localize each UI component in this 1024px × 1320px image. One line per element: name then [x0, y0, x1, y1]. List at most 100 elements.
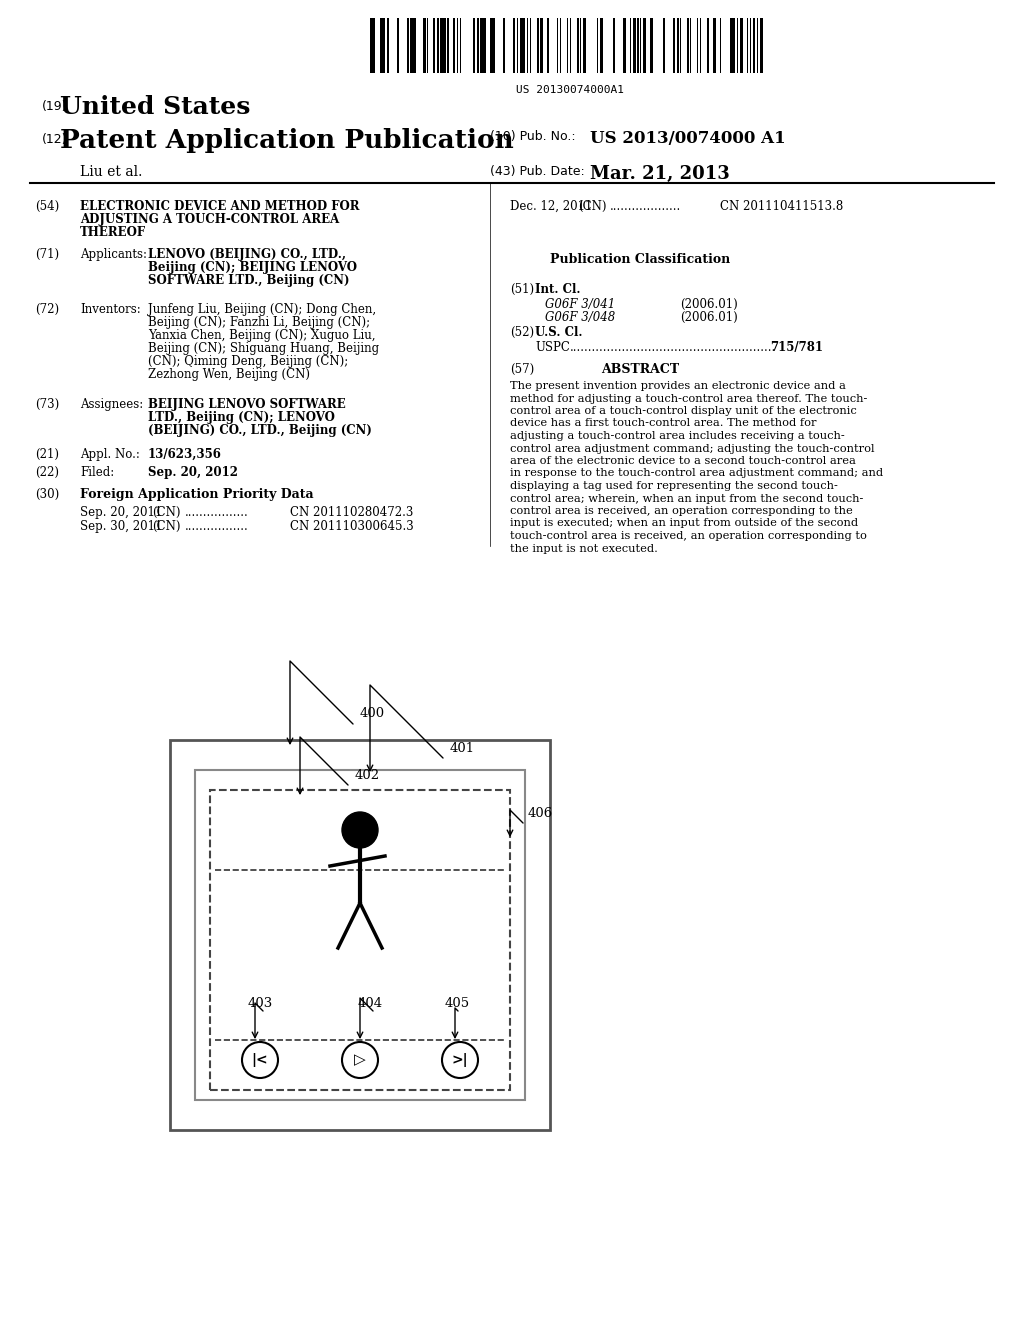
Text: (CN): (CN) — [578, 201, 606, 213]
Text: .......................................................: ........................................… — [570, 341, 776, 354]
Text: BEIJING LENOVO SOFTWARE: BEIJING LENOVO SOFTWARE — [148, 399, 346, 411]
Bar — [547, 18, 549, 73]
Text: (72): (72) — [35, 304, 59, 315]
Bar — [520, 18, 522, 73]
Bar — [195, 770, 525, 1100]
Text: input is executed; when an input from outside of the second: input is executed; when an input from ou… — [510, 519, 858, 528]
Bar — [637, 18, 639, 73]
Bar — [446, 18, 450, 73]
Bar — [696, 18, 698, 73]
Bar — [640, 18, 641, 73]
Text: (57): (57) — [510, 363, 535, 376]
Text: ▷: ▷ — [354, 1052, 366, 1068]
Bar — [757, 18, 758, 73]
Text: (73): (73) — [35, 399, 59, 411]
Text: (21): (21) — [35, 447, 59, 461]
Circle shape — [442, 1041, 478, 1078]
Text: US 20130074000A1: US 20130074000A1 — [516, 84, 624, 95]
Bar — [754, 18, 755, 73]
Text: method for adjusting a touch-control area thereof. The touch-: method for adjusting a touch-control are… — [510, 393, 867, 404]
Text: Liu et al.: Liu et al. — [80, 165, 142, 180]
Bar — [560, 18, 561, 73]
Text: (71): (71) — [35, 248, 59, 261]
Bar — [210, 789, 510, 1090]
Bar — [600, 18, 603, 73]
Text: Beijing (CN); Shiguang Huang, Beijing: Beijing (CN); Shiguang Huang, Beijing — [148, 342, 379, 355]
Bar — [457, 18, 458, 73]
Text: 402: 402 — [355, 770, 380, 781]
Bar — [700, 18, 701, 73]
Bar — [494, 18, 495, 73]
Bar — [476, 18, 479, 73]
Text: the input is not executed.: the input is not executed. — [510, 544, 657, 553]
Text: 406: 406 — [528, 807, 553, 820]
Bar — [454, 18, 455, 73]
Bar — [680, 18, 681, 73]
Bar — [760, 18, 763, 73]
Text: G06F 3/041: G06F 3/041 — [545, 298, 615, 312]
Text: US 2013/0074000 A1: US 2013/0074000 A1 — [590, 129, 785, 147]
Bar — [427, 18, 428, 73]
Text: Beijing (CN); BEIJING LENOVO: Beijing (CN); BEIJING LENOVO — [148, 261, 357, 275]
Bar — [557, 18, 558, 73]
Text: .................: ................. — [185, 520, 249, 533]
Bar — [690, 18, 691, 73]
Text: (CN): (CN) — [152, 506, 180, 519]
Text: Inventors:: Inventors: — [80, 304, 140, 315]
Circle shape — [342, 812, 378, 847]
Text: LTD., Beijing (CN); LENOVO: LTD., Beijing (CN); LENOVO — [148, 411, 335, 424]
Bar — [687, 18, 689, 73]
Bar — [580, 18, 582, 73]
Text: THEREOF: THEREOF — [80, 226, 146, 239]
Text: control area of a touch-control display unit of the electronic: control area of a touch-control display … — [510, 407, 857, 416]
Text: Assignees:: Assignees: — [80, 399, 143, 411]
Bar — [624, 18, 626, 73]
Circle shape — [242, 1041, 278, 1078]
Text: >|: >| — [452, 1053, 468, 1067]
Text: touch-control area is received, an operation corresponding to: touch-control area is received, an opera… — [510, 531, 867, 541]
Text: LENOVO (BEIJING) CO., LTD.,: LENOVO (BEIJING) CO., LTD., — [148, 248, 346, 261]
Bar — [630, 18, 632, 73]
Bar — [483, 18, 486, 73]
Bar — [584, 18, 586, 73]
Text: (10) Pub. No.:: (10) Pub. No.: — [490, 129, 575, 143]
Text: (22): (22) — [35, 466, 59, 479]
Text: SOFTWARE LTD., Beijing (CN): SOFTWARE LTD., Beijing (CN) — [148, 275, 349, 286]
Bar — [577, 18, 580, 73]
Text: (51): (51) — [510, 282, 535, 296]
Bar — [530, 18, 531, 73]
Bar — [473, 18, 475, 73]
Bar — [540, 18, 543, 73]
Bar — [440, 18, 442, 73]
Bar — [396, 18, 399, 73]
Text: 13/623,356: 13/623,356 — [148, 447, 222, 461]
Text: .................: ................. — [185, 506, 249, 519]
Bar — [650, 18, 652, 73]
Bar — [523, 18, 524, 73]
Bar — [436, 18, 439, 73]
Bar — [504, 18, 505, 73]
Text: CN 201110300645.3: CN 201110300645.3 — [290, 520, 414, 533]
Text: displaying a tag used for representing the second touch-: displaying a tag used for representing t… — [510, 480, 838, 491]
Text: Yanxia Chen, Beijing (CN); Xuguo Liu,: Yanxia Chen, Beijing (CN); Xuguo Liu, — [148, 329, 376, 342]
Text: Publication Classification: Publication Classification — [550, 253, 730, 267]
Bar — [733, 18, 734, 73]
Text: 715/781: 715/781 — [770, 341, 823, 354]
Text: Appl. No.:: Appl. No.: — [80, 447, 140, 461]
Text: Sep. 20, 2012: Sep. 20, 2012 — [148, 466, 238, 479]
Text: The present invention provides an electronic device and a: The present invention provides an electr… — [510, 381, 846, 391]
Bar — [674, 18, 675, 73]
Text: Junfeng Liu, Beijing (CN); Dong Chen,: Junfeng Liu, Beijing (CN); Dong Chen, — [148, 304, 376, 315]
Text: CN 201110280472.3: CN 201110280472.3 — [290, 506, 414, 519]
Text: Dec. 12, 2011: Dec. 12, 2011 — [510, 201, 592, 213]
Bar — [414, 18, 416, 73]
Text: adjusting a touch-control area includes receiving a touch-: adjusting a touch-control area includes … — [510, 432, 845, 441]
Bar — [526, 18, 528, 73]
Bar — [714, 18, 716, 73]
Bar — [566, 18, 568, 73]
Text: Foreign Application Priority Data: Foreign Application Priority Data — [80, 488, 313, 502]
Text: (2006.01): (2006.01) — [680, 312, 737, 323]
Text: device has a first touch-control area. The method for: device has a first touch-control area. T… — [510, 418, 816, 429]
Bar — [517, 18, 518, 73]
Bar — [374, 18, 375, 73]
